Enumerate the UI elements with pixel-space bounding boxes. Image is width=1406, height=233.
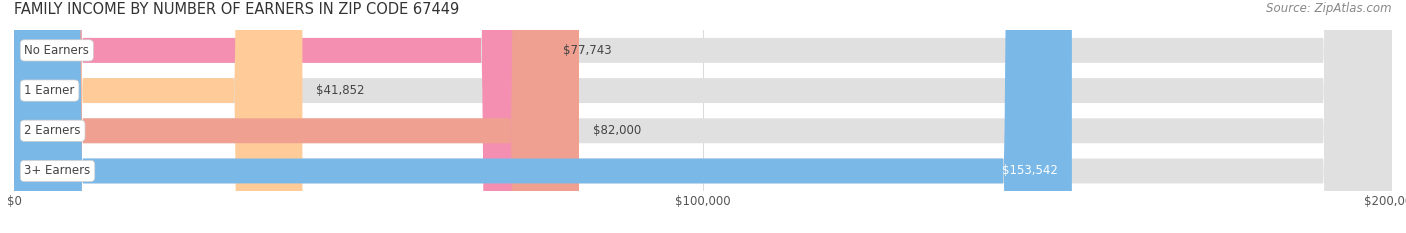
FancyBboxPatch shape (14, 0, 1392, 233)
Text: No Earners: No Earners (24, 44, 89, 57)
Text: $82,000: $82,000 (593, 124, 641, 137)
Text: $41,852: $41,852 (316, 84, 364, 97)
Text: $153,542: $153,542 (1002, 164, 1059, 178)
FancyBboxPatch shape (14, 0, 550, 233)
FancyBboxPatch shape (14, 0, 302, 233)
FancyBboxPatch shape (14, 0, 1392, 233)
FancyBboxPatch shape (14, 0, 1392, 233)
FancyBboxPatch shape (14, 0, 1071, 233)
FancyBboxPatch shape (14, 0, 579, 233)
Text: 1 Earner: 1 Earner (24, 84, 75, 97)
Text: 2 Earners: 2 Earners (24, 124, 82, 137)
Text: 3+ Earners: 3+ Earners (24, 164, 90, 178)
FancyBboxPatch shape (14, 0, 1392, 233)
Text: Source: ZipAtlas.com: Source: ZipAtlas.com (1267, 2, 1392, 15)
Text: FAMILY INCOME BY NUMBER OF EARNERS IN ZIP CODE 67449: FAMILY INCOME BY NUMBER OF EARNERS IN ZI… (14, 2, 460, 17)
Text: $77,743: $77,743 (564, 44, 612, 57)
